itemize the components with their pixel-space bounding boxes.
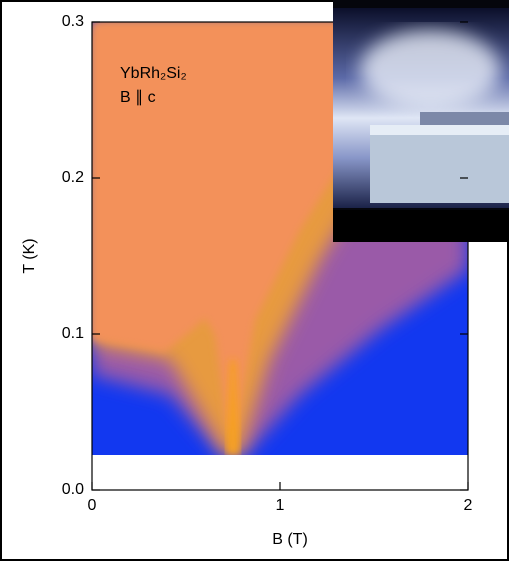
y-axis-label: T (K) [21,238,38,273]
y-tick-label: 0.2 [62,169,84,186]
y-tick-label: 0.3 [62,13,84,30]
annotation: B ∥ c [120,89,156,106]
x-tick-label: 1 [276,497,285,514]
y-tick-label: 0.1 [62,325,84,342]
y-tick-label: 0.0 [62,481,84,498]
x-axis-label: B (T) [272,531,308,548]
annotation: YbRh₂Si₂ [120,65,187,82]
inset-photo [333,0,509,242]
x-tick-label: 2 [464,497,473,514]
x-tick-label: 0 [88,497,97,514]
